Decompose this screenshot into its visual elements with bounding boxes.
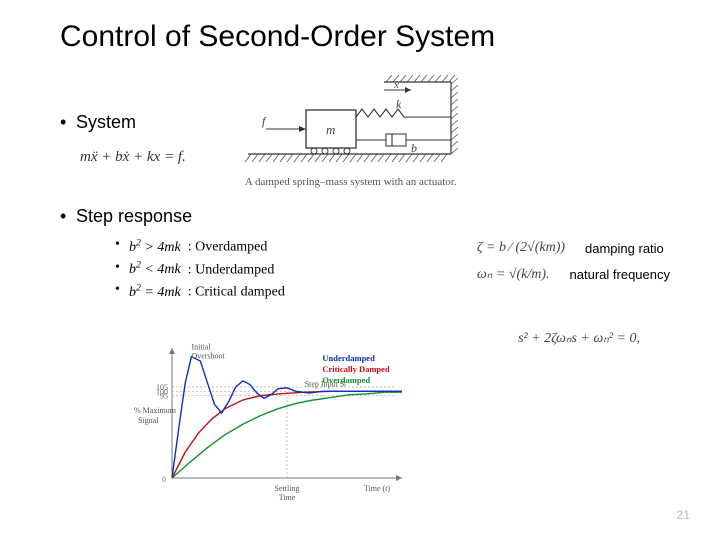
svg-text:0: 0 xyxy=(162,475,166,484)
svg-text:Overdamped: Overdamped xyxy=(322,375,370,385)
diagram-caption: A damped spring–mass system with an actu… xyxy=(236,176,466,188)
slide-title: Control of Second-Order System xyxy=(60,20,670,54)
natural-freq-label: natural frequency xyxy=(570,267,670,282)
svg-text:Time: Time xyxy=(279,493,296,500)
svg-text:Time (t): Time (t) xyxy=(364,484,390,493)
svg-text:x: x xyxy=(393,79,399,91)
section-step-response: Step response xyxy=(60,206,670,227)
svg-text:m: m xyxy=(326,122,335,137)
svg-text:f: f xyxy=(262,114,267,128)
svg-text:b: b xyxy=(411,141,417,155)
definitions-block: ζ = b ⁄ (2√(km)) damping ratio ωₙ = √(k/… xyxy=(477,240,670,293)
page-number: 21 xyxy=(677,508,690,522)
svg-text:Initial: Initial xyxy=(191,343,211,352)
section-system: System xyxy=(60,112,186,133)
svg-text:k: k xyxy=(396,97,402,111)
svg-text:105: 105 xyxy=(156,383,168,392)
damping-ratio-formula: ζ = b ⁄ (2√(km)) xyxy=(477,240,565,256)
natural-freq-formula: ωₙ = √(k/m). xyxy=(477,266,550,283)
svg-text:Critically Damped: Critically Damped xyxy=(322,364,390,374)
svg-text:% Maximum: % Maximum xyxy=(134,406,177,415)
svg-text:Overshoot: Overshoot xyxy=(191,352,225,361)
spring-mass-diagram: m f k b x A damped spring–mass system with a… xyxy=(236,72,466,188)
svg-text:Underdamped: Underdamped xyxy=(322,353,375,363)
system-equation: mẍ + bẋ + kx = f. xyxy=(80,149,186,166)
svg-text:Signal: Signal xyxy=(138,416,159,425)
svg-text:Settling: Settling xyxy=(275,484,300,493)
damping-ratio-label: damping ratio xyxy=(585,241,664,256)
characteristic-equation: s² + 2ζωₙs + ωₙ² = 0, xyxy=(518,330,640,347)
step-response-chart: 095100105Time (t)% MaximumSignalSettling… xyxy=(130,330,410,505)
